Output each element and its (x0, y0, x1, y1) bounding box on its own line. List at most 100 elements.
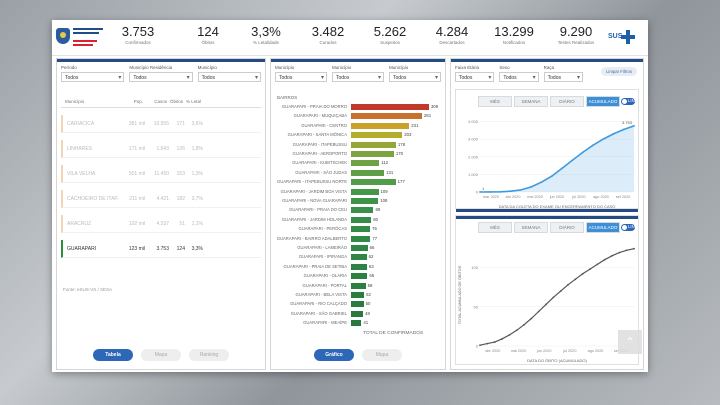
bar-row[interactable]: GUARAPARI - IPIRANGA 62 (271, 253, 441, 261)
chart-tab[interactable]: MÊS (478, 222, 512, 233)
filter-dropdown[interactable]: Sexo Todos (499, 65, 539, 89)
bar-row[interactable]: GUARAPARI - RIO CALÇADO 50 (271, 300, 441, 308)
bar-row[interactable]: GUARAPARI - PORTAL 58 (271, 282, 441, 290)
bar[interactable] (351, 169, 385, 176)
bar[interactable] (351, 235, 371, 242)
bar-row[interactable]: GUARAPARI - PERÓCAS 76 (271, 225, 441, 233)
filter-dropdown[interactable]: Município Todos (197, 65, 261, 89)
bar[interactable] (351, 122, 410, 129)
table-row[interactable]: LINHARES 171 mil 1.543 126 1,8% (61, 140, 261, 158)
bar[interactable] (351, 188, 379, 195)
clear-filters-button[interactable]: Limpar Filtros (600, 67, 637, 76)
table-row[interactable]: GUARAPARI 123 mil 3.753 124 3,3% (61, 240, 261, 258)
table-row[interactable]: CARIACICA 381 mil 10.555 171 3,6% (61, 115, 261, 133)
filter-dropdown[interactable]: Período Todos (61, 65, 125, 89)
tab-mapa[interactable]: Mapa (141, 349, 181, 361)
bar-label: GUARAPARI - BAIRRO ADALBERTO (276, 235, 347, 241)
filter-value[interactable]: Todos (129, 72, 193, 82)
chart-tab[interactable]: SEMANA (514, 222, 548, 233)
filter-dropdown[interactable]: Município Todos (275, 65, 327, 89)
bar-row[interactable]: GUARAPARI - SÃO GABRIEL 48 (271, 310, 441, 318)
filter-value[interactable]: Todos (543, 72, 583, 82)
bar-row[interactable]: GUARAPARI - KUBITSCHEK 112 (271, 159, 441, 167)
table-row[interactable]: VILA VELHA 501 mil 11.450 153 1,3% (61, 165, 261, 183)
scale-toggle[interactable] (621, 98, 635, 105)
bar-row[interactable]: GUARAPARI - PRAIA DO CEU 89 (271, 206, 441, 214)
bar-row[interactable]: GUARAPARI - ITAPEBUSSU 178 (271, 141, 441, 149)
bar-row[interactable]: GUARAPARI - MUQUIÇABA 281 (271, 112, 441, 120)
bar[interactable] (351, 216, 372, 223)
filter-value[interactable]: Todos (499, 72, 539, 82)
bar[interactable] (351, 282, 366, 289)
bar[interactable] (351, 226, 371, 233)
bar[interactable] (351, 113, 422, 120)
table-row[interactable]: CACHOEIRO DE ITAP. 211 mil 4.421 182 3,7% (61, 190, 261, 208)
x-tick-label: mai 2020 (527, 195, 543, 199)
bar[interactable] (351, 160, 380, 167)
bar-row[interactable]: GUARAPARI - BAIRRO ADALBERTO 77 (271, 235, 441, 243)
filter-dropdown[interactable]: Município Todos (332, 65, 384, 89)
filter-value[interactable]: Todos (389, 72, 441, 82)
filter-value[interactable]: Todos (197, 72, 261, 82)
bar[interactable] (351, 198, 379, 204)
bar[interactable] (351, 207, 374, 214)
bar[interactable] (351, 104, 429, 110)
bar[interactable] (351, 273, 368, 280)
column-header[interactable]: Pop. (133, 99, 143, 104)
filter-value[interactable]: Todos (332, 72, 384, 82)
bar-row[interactable]: GUARAPARI - JARDIM HOLANDA 80 (271, 216, 441, 224)
bar[interactable] (351, 179, 396, 186)
tab-ranking[interactable]: Ranking (189, 349, 229, 361)
bar-row[interactable]: GUARAPARI - MEAÍPE 41 (271, 319, 441, 327)
bar-row[interactable]: GUARAPARI - ITAPEBUSSU NORTE 177 (271, 178, 441, 186)
kpi-label: Óbitos (201, 40, 215, 45)
bar[interactable] (351, 141, 396, 148)
column-header[interactable]: Casos (154, 99, 167, 104)
bar-row[interactable]: GUARAPARI - SANTA MÔNICA 203 (271, 131, 441, 139)
column-header[interactable]: % Letal (185, 99, 201, 104)
bar[interactable] (351, 310, 364, 317)
column-header[interactable]: Município (65, 99, 85, 104)
bar-row[interactable]: GUARAPARI - NOVA GUARAPARI 108 (271, 197, 441, 205)
chart-tab[interactable]: DIÁRIO (550, 96, 584, 107)
bar[interactable] (351, 320, 362, 327)
table-cell: GUARAPARI (67, 245, 97, 252)
bar[interactable] (351, 292, 365, 298)
bar-row[interactable]: GUARAPARI - BELA VISTA 52 (271, 291, 441, 299)
bar[interactable] (351, 151, 394, 157)
tab-tabela[interactable]: Tabela (93, 349, 133, 361)
x-tick-label: ago 2020 (588, 349, 604, 353)
bar-row[interactable]: GUARAPARI - PRAIA DE SETIBA 63 (271, 263, 441, 271)
filter-dropdown[interactable]: Município Residência Todos (129, 65, 193, 89)
column-header[interactable]: Óbitos (169, 99, 183, 104)
chart-tab[interactable]: SEMANA (514, 96, 548, 107)
bar-value: 41 (363, 320, 369, 326)
filter-value[interactable]: Todos (275, 72, 327, 82)
filter-dropdown[interactable]: Faixa Etária Todos (455, 65, 495, 89)
bar-row[interactable]: GUARAPARI - OLARIA 65 (271, 272, 441, 280)
bar-row[interactable]: GUARAPARI - SÃO JUDAS 131 (271, 169, 441, 177)
tab-mapa[interactable]: Mapa (362, 349, 402, 361)
bar[interactable] (351, 245, 368, 251)
scale-toggle-2[interactable] (621, 224, 635, 231)
bar-row[interactable]: GUARAPARI - JARDIM BOA VISTA 109 (271, 188, 441, 196)
bar-row[interactable]: GUARAPARI - PRAIA DO MORRO 309 (271, 103, 441, 111)
filter-value[interactable]: Todos (61, 72, 125, 82)
bar-row[interactable]: GUARAPARI - AEROPORTO 170 (271, 150, 441, 158)
bar[interactable] (351, 263, 367, 270)
bar-row[interactable]: GUARAPARI - CENTRO 231 (271, 122, 441, 130)
filter-dropdown[interactable]: Município Todos (389, 65, 441, 89)
tab-gráfico[interactable]: Gráfico (314, 349, 354, 361)
scroll-up-button[interactable]: ⌃ (618, 330, 642, 354)
chart-tab[interactable]: DIÁRIO (550, 222, 584, 233)
chart-tab[interactable]: ACUMULADO (586, 96, 620, 107)
chart-tab[interactable]: MÊS (478, 96, 512, 107)
bar[interactable] (351, 301, 364, 308)
filter-dropdown[interactable]: Raça Todos (543, 65, 583, 89)
bar[interactable] (351, 254, 367, 261)
table-row[interactable]: ARACRUZ 102 mil 4.537 51 1,1% (61, 215, 261, 233)
bar[interactable] (351, 132, 403, 139)
chart-tab[interactable]: ACUMULADO (586, 222, 620, 233)
bar-row[interactable]: GUARAPARI - LAMEIRÃO 66 (271, 244, 441, 252)
filter-value[interactable]: Todos (455, 72, 495, 82)
